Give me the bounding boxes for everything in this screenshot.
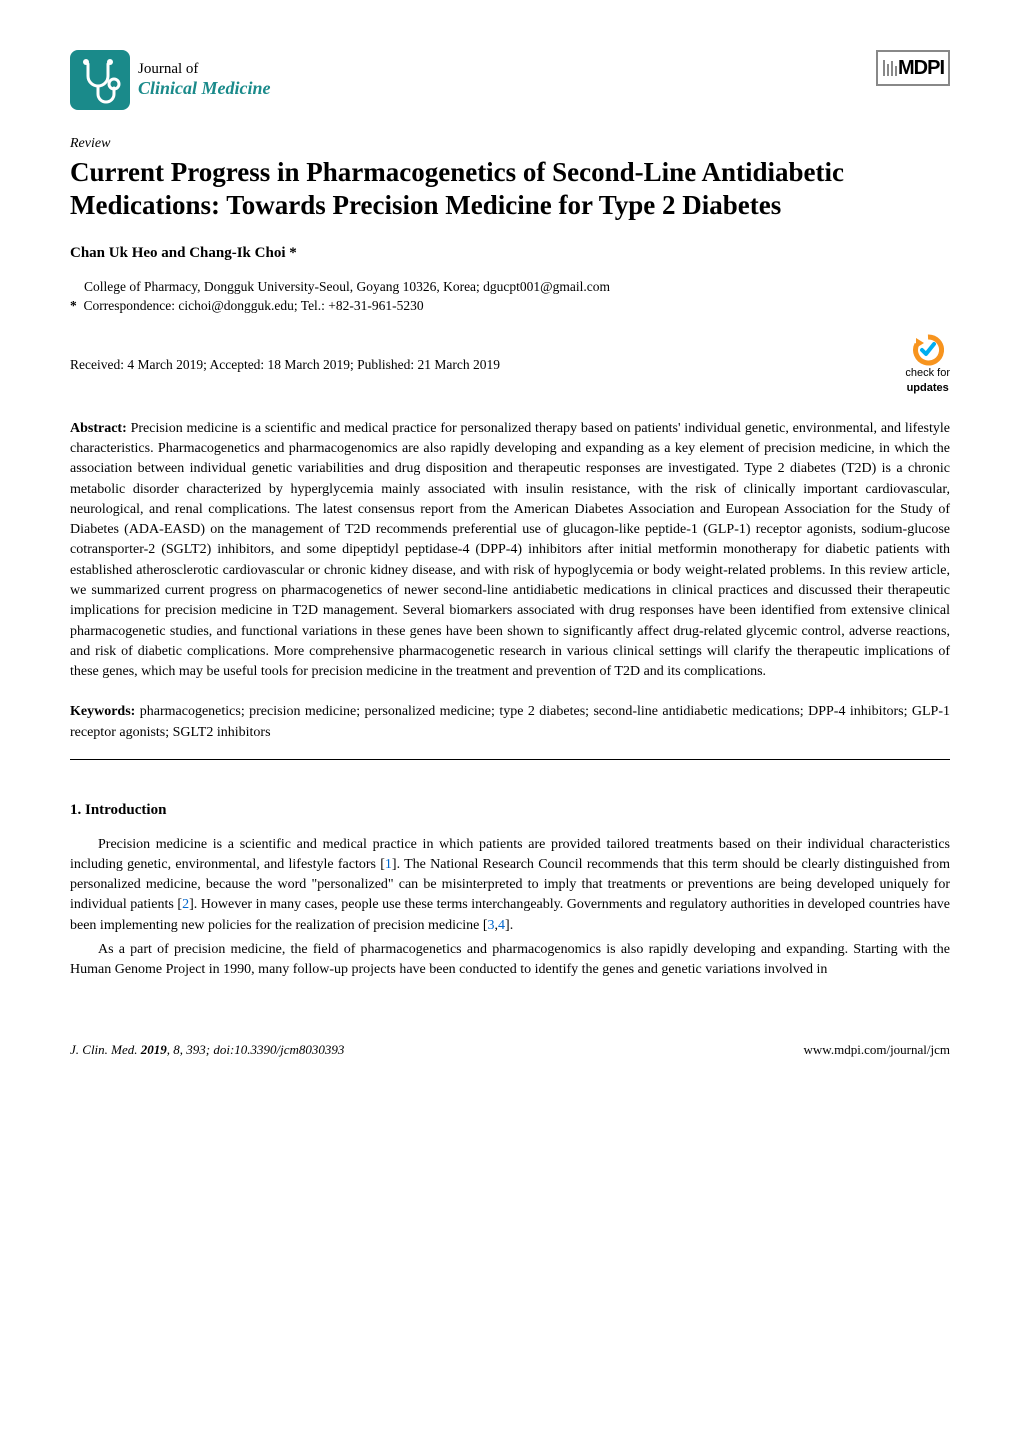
mdpi-lines-icon	[882, 58, 898, 78]
footer-citation: J. Clin. Med. 2019, 8, 393; doi:10.3390/…	[70, 1041, 344, 1059]
footer-year: 2019	[141, 1042, 167, 1057]
check-for-updates[interactable]: check for updates	[905, 334, 950, 397]
section-1-heading: 1. Introduction	[70, 800, 950, 821]
footer-rest: , 8, 393; doi:10.3390/jcm8030393	[167, 1042, 345, 1057]
abstract: Abstract: Precision medicine is a scient…	[70, 419, 950, 683]
stethoscope-icon	[70, 50, 130, 110]
check-updates-line1: check for	[905, 366, 950, 381]
correspondence: * Correspondence: cichoi@dongguk.edu; Te…	[70, 297, 950, 316]
header-row: Journal of Clinical Medicine MDPI	[70, 50, 950, 110]
mdpi-text: MDPI	[898, 54, 944, 82]
mdpi-logo: MDPI	[876, 50, 950, 86]
footer: J. Clin. Med. 2019, 8, 393; doi:10.3390/…	[70, 1041, 950, 1059]
footer-url[interactable]: www.mdpi.com/journal/jcm	[804, 1041, 950, 1059]
ref-1[interactable]: 1	[385, 857, 392, 872]
keywords-label: Keywords:	[70, 704, 135, 719]
check-updates-line2: updates	[907, 381, 949, 396]
paragraph-2: As a part of precision medicine, the fie…	[70, 940, 950, 981]
paragraph-1: Precision medicine is a scientific and m…	[70, 835, 950, 936]
journal-line2: Clinical Medicine	[138, 78, 271, 100]
journal-logo-block: Journal of Clinical Medicine	[70, 50, 271, 110]
para1-end: ].	[505, 918, 513, 933]
journal-name: Journal of Clinical Medicine	[138, 60, 271, 100]
ref-4[interactable]: 4	[498, 918, 505, 933]
article-title: Current Progress in Pharmacogenetics of …	[70, 156, 950, 224]
divider	[70, 759, 950, 760]
article-type: Review	[70, 134, 950, 154]
abstract-label: Abstract:	[70, 421, 127, 436]
dates: Received: 4 March 2019; Accepted: 18 Mar…	[70, 356, 500, 375]
correspondence-asterisk: *	[70, 298, 77, 313]
footer-journal: J. Clin. Med.	[70, 1042, 138, 1057]
abstract-text: Precision medicine is a scientific and m…	[70, 421, 950, 680]
ref-3[interactable]: 3	[488, 918, 495, 933]
keywords-text: pharmacogenetics; precision medicine; pe…	[70, 704, 950, 740]
keywords: Keywords: pharmacogenetics; precision me…	[70, 701, 950, 743]
ref-2[interactable]: 2	[182, 897, 189, 912]
authors: Chan Uk Heo and Chang-Ik Choi *	[70, 243, 950, 264]
dates-row: Received: 4 March 2019; Accepted: 18 Mar…	[70, 334, 950, 397]
correspondence-text: Correspondence: cichoi@dongguk.edu; Tel.…	[84, 298, 424, 313]
journal-line1: Journal of	[138, 60, 271, 78]
footer-link[interactable]: www.mdpi.com/journal/jcm	[804, 1042, 950, 1057]
affiliation: College of Pharmacy, Dongguk University-…	[70, 278, 950, 297]
check-updates-icon	[912, 334, 944, 366]
